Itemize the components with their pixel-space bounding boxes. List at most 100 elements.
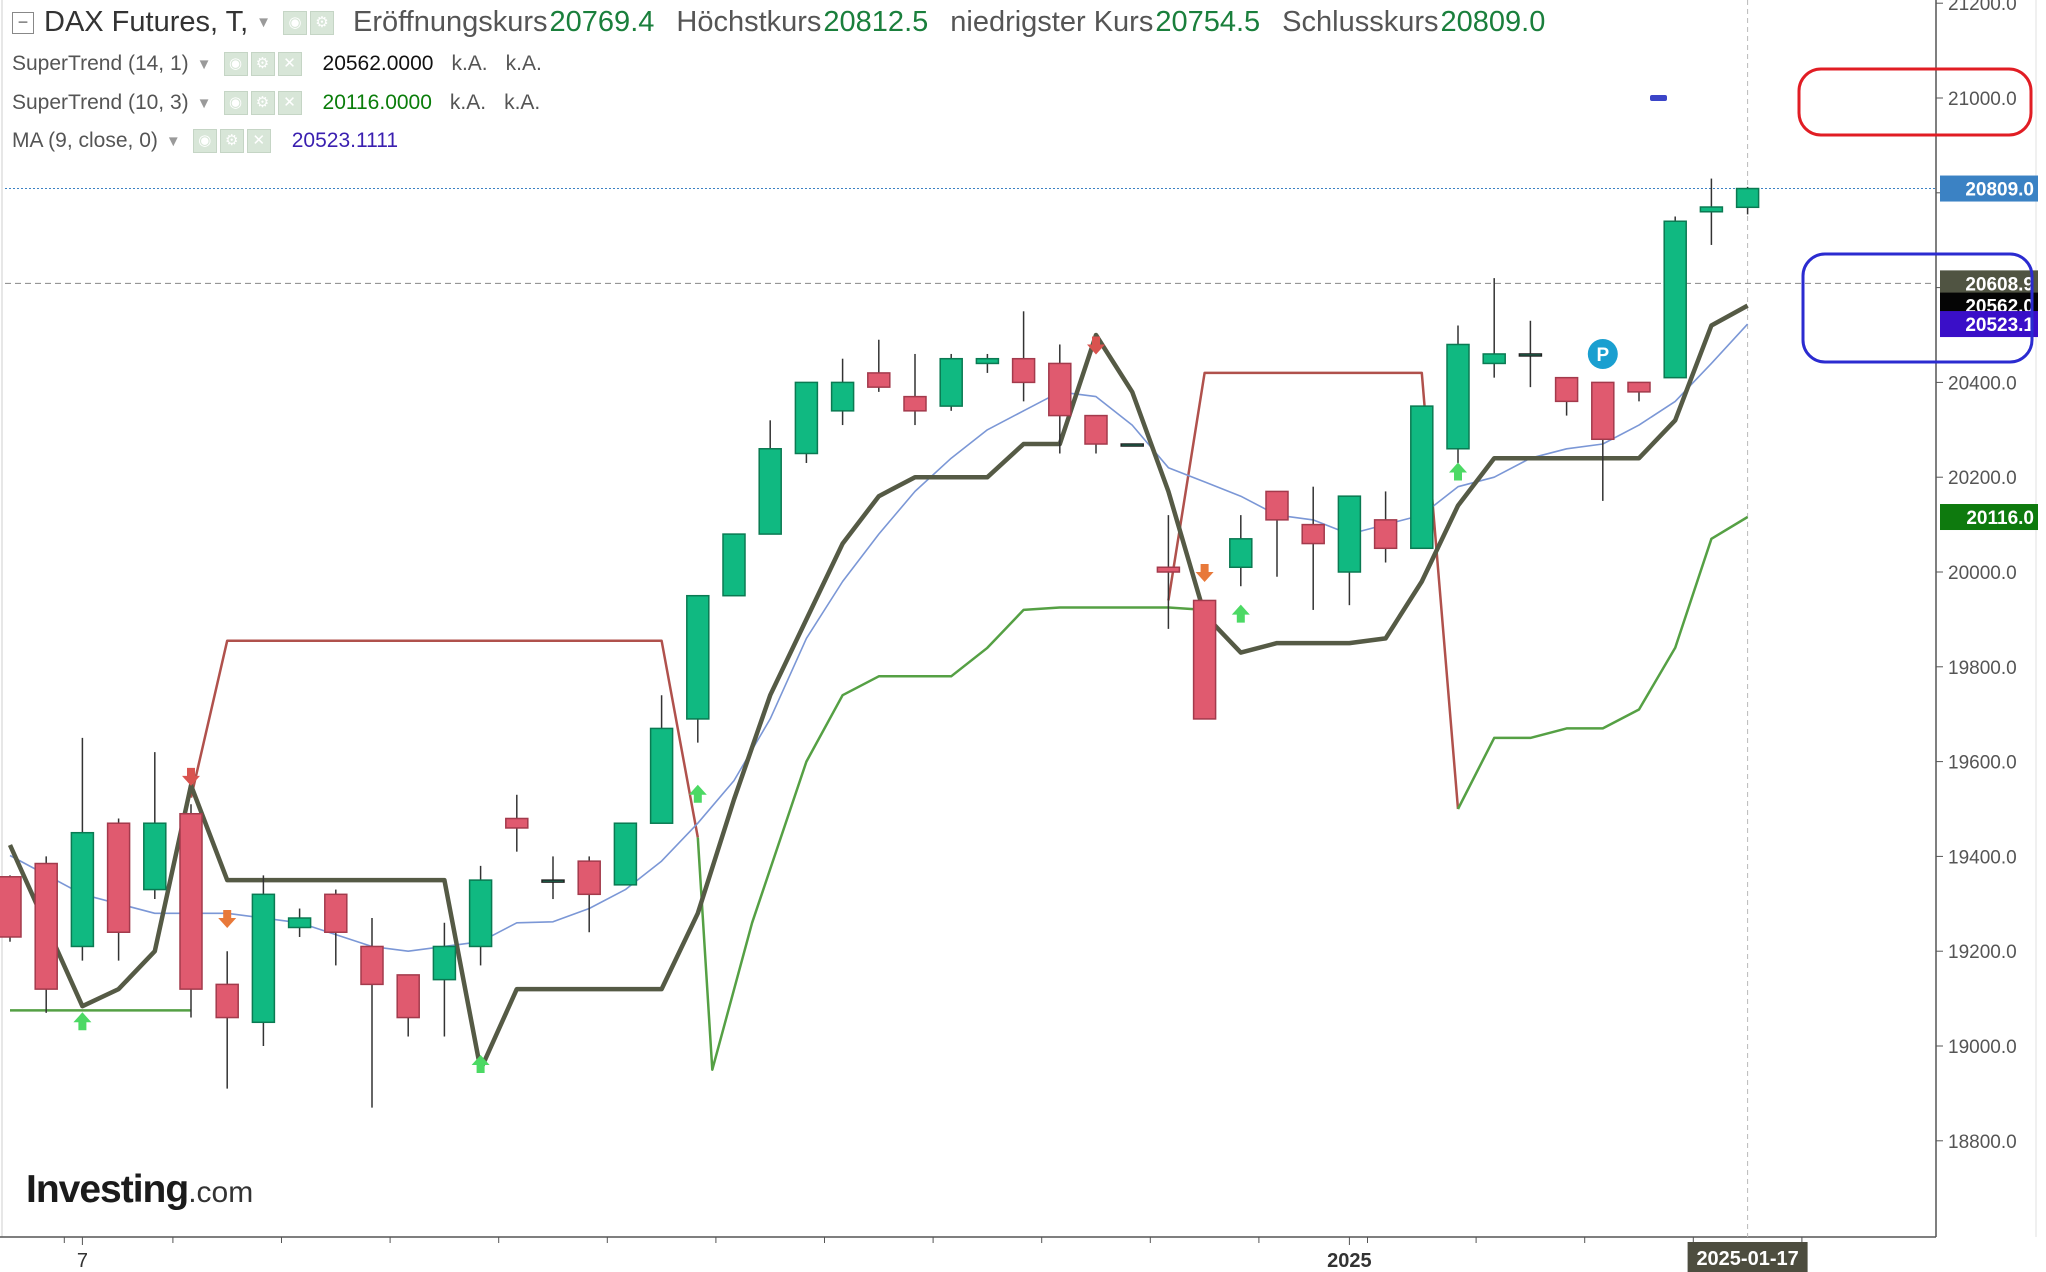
instrument-title: DAX Futures, T,	[44, 6, 249, 38]
indicator-value: 20523.1111	[291, 129, 399, 152]
signal-markers: P	[73, 95, 1667, 1073]
candle-body	[215, 983, 239, 1019]
price-label: 20608.9	[1965, 274, 2034, 295]
indicator-extra: k.A.	[449, 91, 487, 114]
gear-icon[interactable]: ⚙	[250, 52, 275, 76]
candle-body	[1337, 495, 1362, 573]
collapse-toggle-icon[interactable]: −	[12, 11, 34, 34]
price-label-box	[1940, 175, 2038, 202]
y-tick-label: 20200.0	[1948, 468, 2017, 489]
candle-body	[1663, 220, 1687, 379]
alert-marker	[1650, 95, 1667, 101]
close-icon[interactable]: ✕	[246, 129, 271, 153]
arrow-down-icon	[218, 910, 237, 929]
candle-body	[34, 862, 58, 990]
y-tick-label: 20400.0	[1948, 373, 2017, 394]
supertrend-10-3-down-line	[1167, 371, 1460, 810]
indicator-row-supertrend-14: SuperTrend (14, 1) ▼ ◉ ⚙ ✕ 20562.0000 k.…	[12, 52, 542, 76]
gear-icon[interactable]: ⚙	[250, 91, 275, 115]
candle-body	[1699, 206, 1724, 213]
arrow-up-icon	[73, 1012, 92, 1031]
eye-icon[interactable]: ◉	[192, 129, 217, 153]
y-tick-label: 19400.0	[1948, 847, 2017, 868]
y-tick-label: 21200.0	[1948, 0, 2017, 15]
high-label: Höchstkurs	[676, 6, 822, 38]
candle-body	[1156, 566, 1181, 573]
highlight-box-red	[1797, 67, 2033, 137]
indicator-name: MA (9, close, 0)	[12, 129, 158, 152]
supertrend-10-3-up-line	[1456, 515, 1749, 810]
eye-icon[interactable]: ◉	[223, 91, 248, 115]
candle-body	[1229, 538, 1253, 569]
candle-body	[1373, 519, 1398, 550]
candle-body	[468, 879, 493, 948]
candle-body	[1048, 362, 1072, 417]
candle-body	[1482, 353, 1506, 365]
last-date-box	[1687, 1242, 1808, 1272]
candle-body	[903, 395, 927, 412]
candle-body	[1446, 343, 1470, 450]
price-label: 20116.0	[1966, 508, 2034, 529]
close-value: 20809.0	[1440, 6, 1546, 38]
eye-icon[interactable]: ◉	[223, 52, 248, 76]
eye-icon[interactable]: ◉	[283, 10, 308, 35]
low-value: 20754.5	[1155, 6, 1261, 38]
candle-body	[867, 372, 891, 388]
close-icon[interactable]: ✕	[277, 91, 302, 115]
arrow-up-icon	[1231, 604, 1250, 623]
gear-icon[interactable]: ⚙	[310, 10, 335, 35]
candle-body	[1735, 187, 1760, 209]
open-label: Eröffnungskurs	[353, 6, 548, 38]
highlight-box-blue	[1801, 252, 2034, 364]
gear-icon[interactable]: ⚙	[219, 129, 244, 153]
supertrend-10-3-up-line	[696, 606, 1205, 1071]
chevron-down-icon[interactable]: ▼	[196, 55, 212, 73]
chevron-down-icon[interactable]: ▼	[196, 94, 212, 112]
moving-average-line	[9, 323, 1749, 952]
chevron-down-icon[interactable]: ▼	[165, 132, 181, 150]
arrow-down-icon	[1087, 336, 1105, 355]
price-label-box	[1940, 311, 2038, 338]
price-label: 20809.0	[1965, 180, 2034, 201]
candle-body	[1120, 443, 1144, 447]
candle-body	[287, 917, 312, 929]
close-icon[interactable]: ✕	[277, 52, 302, 76]
close-label: Schlusskurs	[1282, 6, 1439, 38]
candle-body	[686, 594, 710, 720]
indicator-extra: k.A.	[504, 91, 541, 114]
supertrend-10-3-down-line	[189, 639, 700, 838]
candle-body	[251, 893, 276, 1024]
arrow-down-icon	[182, 767, 200, 786]
arrow-down-icon	[1195, 564, 1214, 582]
arrow-up-icon	[1449, 462, 1467, 481]
candle-body	[432, 945, 457, 981]
price-label-box	[1940, 270, 2038, 297]
y-tick-label: 18800.0	[1948, 1132, 2017, 1153]
candle-body	[794, 381, 819, 455]
candle-body	[324, 893, 348, 933]
p-marker-icon	[1587, 338, 1618, 369]
candle-body	[649, 727, 674, 824]
open-value: 20769.4	[549, 6, 655, 38]
indicator-extra: k.A.	[451, 52, 488, 75]
candle-body	[106, 822, 131, 933]
y-tick-label: 20000.0	[1948, 563, 2017, 584]
x-tick-label: 7	[77, 1250, 88, 1272]
p-marker-label: P	[1596, 345, 1609, 366]
candle-body	[1265, 490, 1289, 521]
price-label-box	[1940, 504, 2038, 531]
candle-body	[396, 974, 420, 1019]
x-tick-label: 2025	[1327, 1250, 1372, 1272]
candle-body	[939, 357, 963, 407]
indicator-name: SuperTrend (14, 1)	[12, 52, 189, 75]
supertrend-14-1-line	[7, 303, 1749, 1072]
candle-body	[577, 860, 601, 896]
price-label: 20523.1	[1965, 315, 2034, 336]
candle-body	[613, 822, 638, 886]
indicator-value: 20116.0000	[322, 91, 432, 114]
candle-body	[1301, 523, 1325, 545]
candle-body	[179, 812, 203, 990]
indicator-value: 20562.0000	[322, 52, 434, 75]
chevron-down-icon[interactable]: ▼	[256, 14, 272, 31]
